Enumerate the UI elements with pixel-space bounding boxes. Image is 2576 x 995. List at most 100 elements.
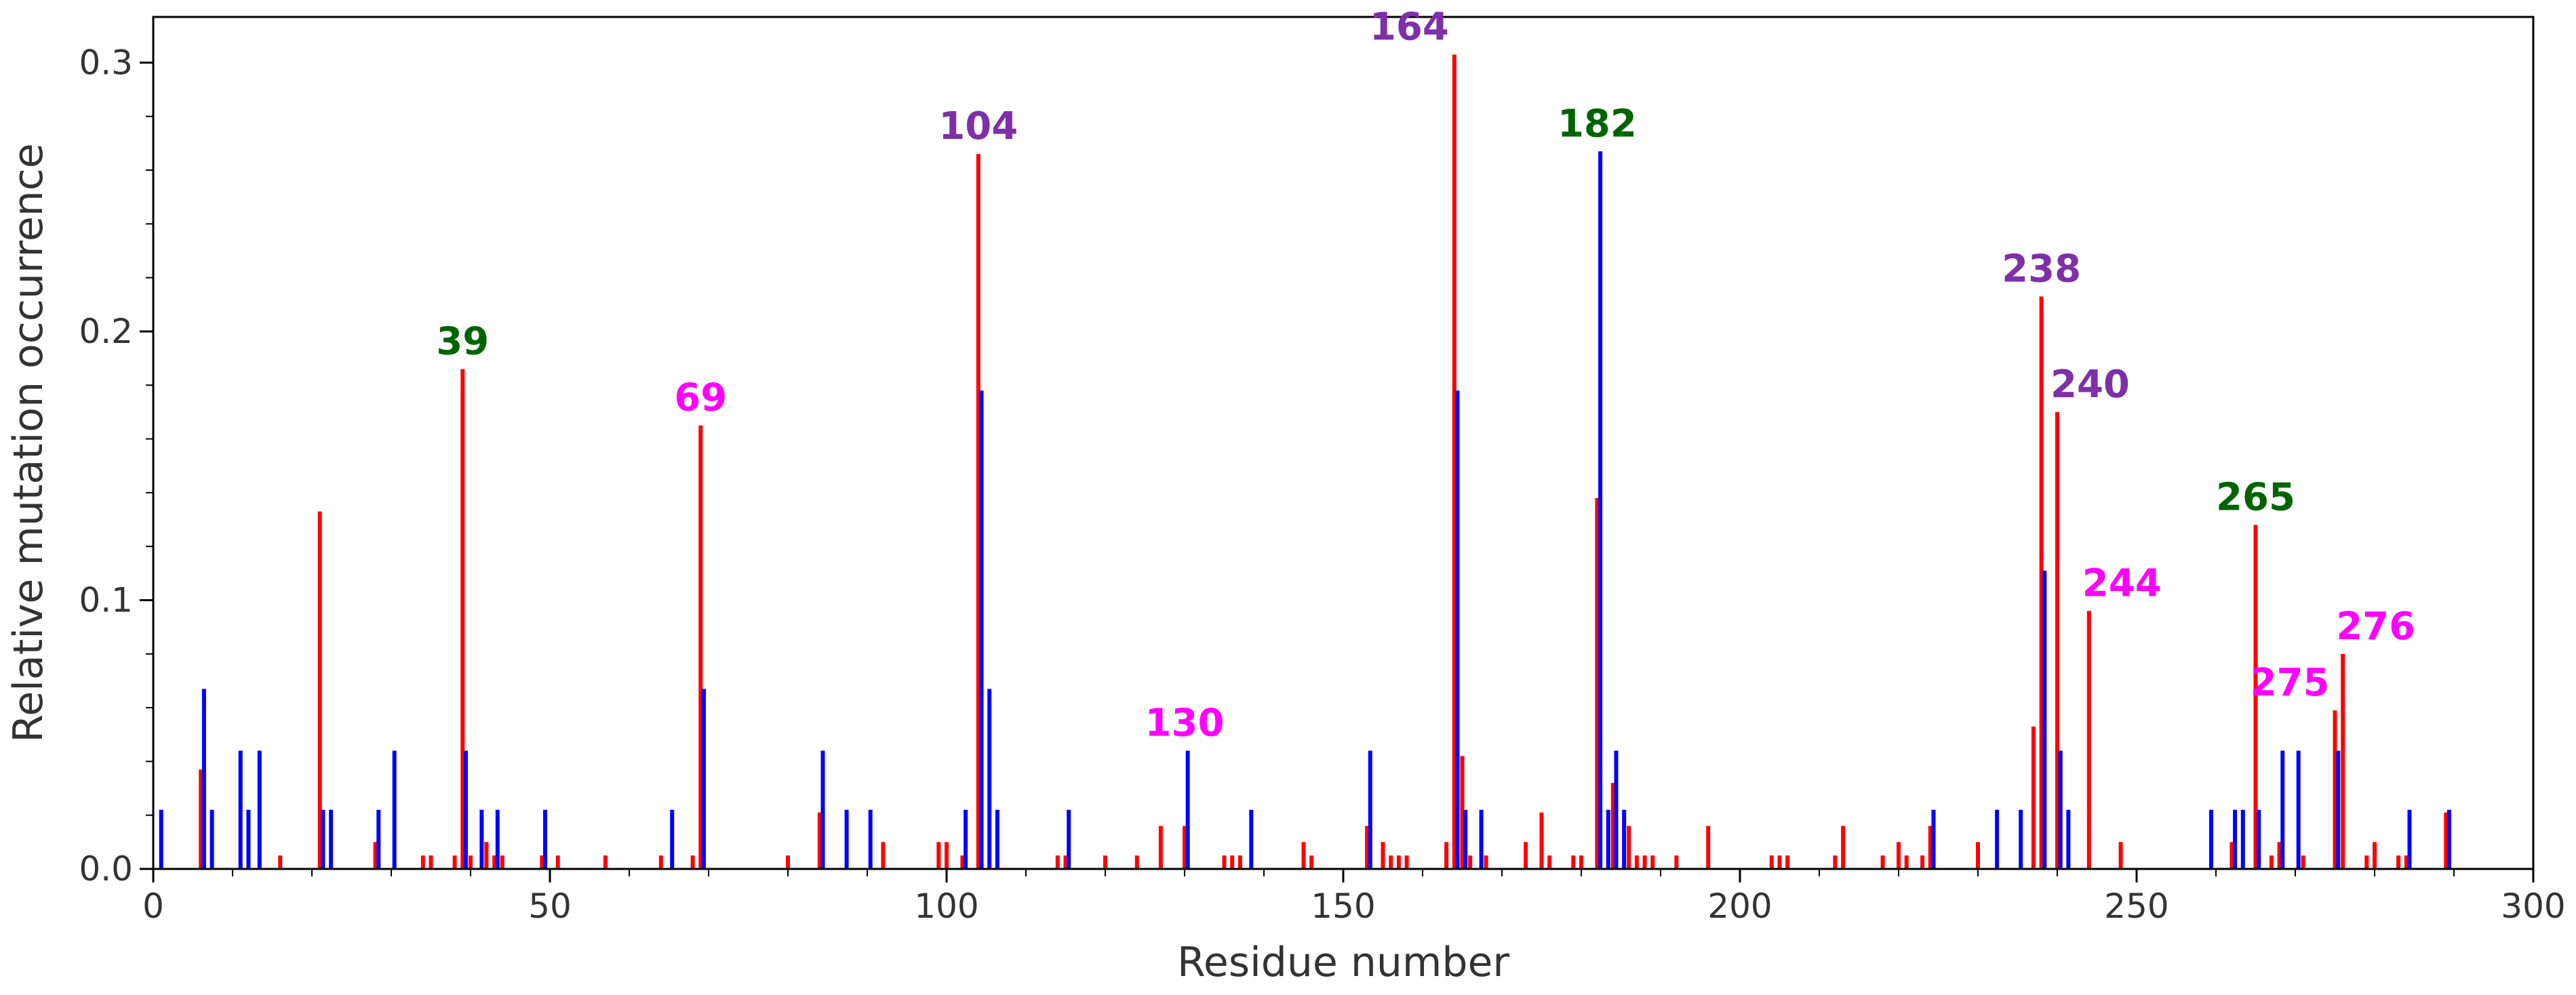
annotation-244: 244	[2082, 561, 2162, 605]
blue-bar-69.4	[701, 689, 706, 869]
red-bar-189	[1650, 855, 1655, 869]
red-bar-157	[1396, 855, 1401, 869]
blue-bar-13.4	[257, 750, 262, 869]
red-bar-173	[1524, 842, 1528, 869]
red-bar-267	[2269, 855, 2274, 869]
ticks-layer	[140, 61, 2535, 882]
red-bar-92	[881, 842, 886, 869]
red-bar-158	[1404, 855, 1409, 869]
red-bar-35	[429, 855, 433, 869]
blue-bar-49.4	[542, 809, 547, 869]
red-bar-283	[2396, 855, 2401, 869]
red-bar-145	[1301, 842, 1306, 869]
red-bar-168	[1484, 855, 1488, 869]
red-bar-165	[1460, 756, 1465, 869]
blue-bar-241.4	[2066, 809, 2071, 869]
blue-bar-30.4	[392, 750, 397, 869]
blue-bar-6.4	[201, 689, 206, 869]
annotation-164: 164	[1370, 5, 1449, 49]
annotation-104: 104	[938, 104, 1018, 148]
x-tick-label-300: 300	[2501, 887, 2565, 926]
blue-bar-87.4	[844, 809, 849, 869]
red-bar-240	[2055, 411, 2059, 869]
red-bar-153	[1365, 826, 1370, 869]
red-bar-184	[1610, 783, 1615, 869]
blue-bar-90.4	[868, 809, 873, 869]
blue-bar-270.4	[2296, 750, 2301, 869]
blue-bar-164.4	[1455, 390, 1460, 869]
blue-bar-165.4	[1463, 809, 1468, 869]
red-bar-271	[2301, 855, 2305, 869]
blue-bar-7.4	[210, 809, 214, 869]
y-axis-title: Relative mutation occurrence	[5, 143, 52, 742]
red-bar-163	[1444, 842, 1449, 869]
blue-bar-167.4	[1479, 809, 1484, 869]
red-bar-166	[1468, 855, 1473, 869]
red-bar-223	[1920, 855, 1925, 869]
red-bar-179	[1571, 855, 1576, 869]
red-bar-268	[2277, 842, 2282, 869]
blue-bar-259.4	[2208, 809, 2213, 869]
red-bar-124	[1134, 855, 1139, 869]
red-bar-49	[540, 855, 544, 869]
blue-bar-262.4	[2233, 809, 2238, 869]
blue-bar-11	[238, 750, 243, 869]
annotation-265: 265	[2216, 475, 2295, 519]
blue-bar-65.4	[670, 809, 675, 869]
blue-bar-235.4	[2019, 809, 2023, 869]
red-bar-284	[2404, 855, 2409, 869]
red-bar-164	[1452, 54, 1457, 870]
red-bar-213	[1841, 826, 1846, 869]
blue-bar-21.4	[321, 809, 325, 869]
red-bar-64	[658, 855, 663, 869]
x-tick-label-100: 100	[914, 887, 978, 926]
blue-bar-240.4	[2058, 750, 2063, 869]
red-bar-100	[945, 842, 949, 869]
red-bar-188	[1642, 855, 1647, 869]
y-tick-label-0.2: 0.2	[79, 312, 133, 351]
red-bar-38	[452, 855, 457, 869]
red-bar-40	[469, 855, 473, 869]
red-bar-175	[1539, 812, 1544, 869]
blue-bar-115.4	[1067, 809, 1071, 869]
blue-bar-41.4	[479, 809, 484, 869]
red-bar-120	[1103, 855, 1107, 869]
red-bar-212	[1833, 855, 1838, 869]
red-bar-248	[2118, 842, 2123, 869]
red-bar-69	[698, 425, 703, 869]
blue-bar-224.4	[1931, 809, 1936, 869]
red-bar-279	[2364, 855, 2369, 869]
plot-frame	[152, 16, 2535, 870]
red-bar-102	[960, 855, 965, 869]
red-bar-220	[1897, 842, 1901, 869]
red-bar-221	[1904, 855, 1909, 869]
red-bar-238	[2039, 296, 2044, 869]
red-bar-156	[1389, 855, 1393, 869]
red-bar-186	[1627, 826, 1631, 869]
red-bar-280	[2373, 842, 2377, 869]
blue-bar-184.4	[1614, 750, 1619, 869]
blue-bar-238.4	[2042, 570, 2047, 869]
blue-bar-284.4	[2407, 809, 2412, 869]
blue-bar-138.4	[1249, 809, 1254, 869]
x-tick-label-200: 200	[1707, 887, 1772, 926]
blue-bar-289.4	[2446, 809, 2451, 869]
red-bar-21	[317, 511, 322, 869]
red-bar-137	[1237, 855, 1242, 869]
red-bar-155	[1381, 842, 1385, 869]
x-tick-label-150: 150	[1311, 887, 1375, 926]
x-axis-title: Residue number	[1177, 939, 1509, 986]
red-bar-218	[1880, 855, 1885, 869]
red-bar-244	[2086, 611, 2091, 869]
red-bar-104	[976, 154, 980, 870]
red-bar-289	[2444, 812, 2449, 869]
blue-bar-102.4	[964, 809, 968, 869]
blue-bar-105.4	[987, 689, 992, 869]
blue-bar-183.4	[1606, 809, 1610, 869]
x-tick-label-50: 50	[528, 887, 572, 926]
red-bar-187	[1634, 855, 1639, 869]
blue-bar-1	[159, 809, 163, 869]
red-bar-136	[1230, 855, 1235, 869]
blue-bar-28.4	[376, 809, 381, 869]
